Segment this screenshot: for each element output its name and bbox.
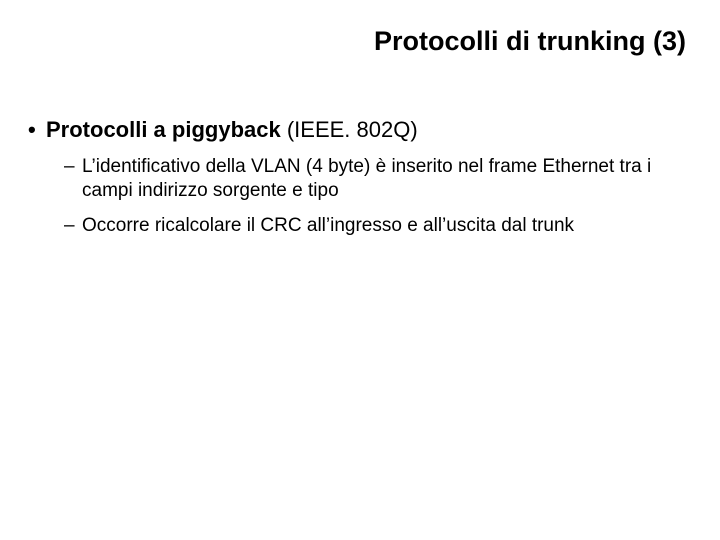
sub-bullet-text: L’identificativo della VLAN (4 byte) è i… bbox=[82, 155, 692, 204]
bullet-item: • Protocolli a piggyback (IEEE. 802Q) bbox=[28, 117, 692, 143]
sub-bullet-item: – Occorre ricalcolare il CRC all’ingress… bbox=[64, 214, 692, 238]
slide: Protocolli di trunking (3) • Protocolli … bbox=[0, 0, 720, 540]
slide-title: Protocolli di trunking (3) bbox=[28, 26, 692, 57]
sub-bullet-dash: – bbox=[64, 156, 82, 178]
bullet-symbol: • bbox=[28, 117, 46, 143]
sub-bullet-dash: – bbox=[64, 215, 82, 237]
sub-bullet-text: Occorre ricalcolare il CRC all’ingresso … bbox=[82, 214, 692, 238]
sub-bullet-item: – L’identificativo della VLAN (4 byte) è… bbox=[64, 155, 692, 204]
sub-bullets: – L’identificativo della VLAN (4 byte) è… bbox=[64, 155, 692, 238]
bullet-text: Protocolli a piggyback (IEEE. 802Q) bbox=[46, 117, 692, 143]
bullet-bold-lead: Protocolli a piggyback bbox=[46, 117, 281, 142]
bullet-rest: (IEEE. 802Q) bbox=[281, 117, 418, 142]
